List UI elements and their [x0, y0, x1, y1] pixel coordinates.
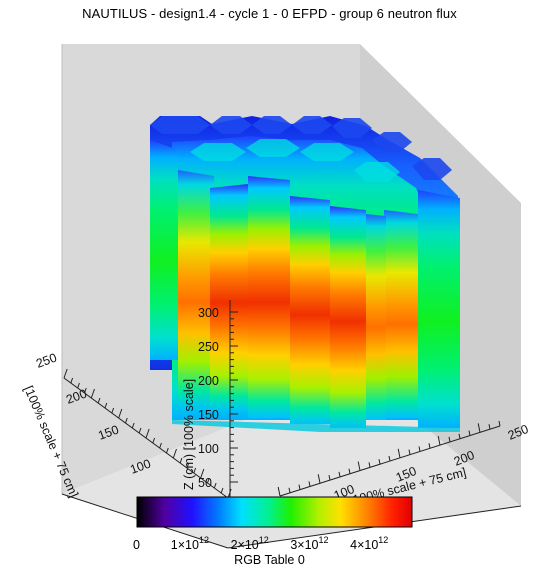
x-tick-mark — [288, 487, 291, 493]
x-tick-mark — [488, 424, 491, 430]
y-tick-mark — [97, 397, 101, 404]
y-tick-label: 250 — [34, 351, 58, 371]
y-tick-mark — [138, 427, 142, 434]
y-tick-mark — [131, 422, 135, 429]
colorbar-tick-label: 2×1012 — [230, 535, 269, 552]
y-tick-mark — [200, 468, 205, 479]
colorbar-tick-label: 0 — [133, 538, 140, 552]
core-red-1 — [210, 184, 248, 412]
core-red-3 — [290, 196, 330, 424]
core-red-2 — [248, 176, 290, 418]
y-tick-mark — [90, 388, 95, 399]
y-tick-label: 100 — [128, 457, 152, 477]
y-tick-mark — [207, 477, 210, 484]
y-tick-mark — [145, 428, 150, 439]
y-tick-mark — [118, 408, 123, 419]
z-tick-label: 100 — [198, 442, 219, 456]
x-tick-mark — [468, 430, 471, 436]
hex-caps-inner — [190, 139, 400, 182]
x-tick-mark — [308, 481, 311, 487]
x-tick-mark — [357, 461, 361, 471]
z-tick-label: 150 — [198, 408, 219, 422]
z-tick-label: 200 — [198, 374, 219, 388]
y-tick-mark — [70, 377, 74, 384]
y-tick-mark — [77, 382, 80, 389]
y-tick-mark — [63, 368, 68, 379]
y-tick-mark — [179, 457, 183, 464]
x-tick-mark — [437, 435, 441, 446]
core-left-outer — [150, 140, 178, 360]
y-tick-mark — [213, 482, 217, 489]
colorbar — [136, 496, 413, 528]
core-orange-right — [384, 210, 418, 418]
core-orange-left — [178, 170, 214, 410]
z-axis-title: Z (cm) [100% scale] — [182, 379, 196, 490]
y-tick-mark — [104, 402, 108, 409]
core-orange-5 — [366, 214, 386, 420]
x-tick-mark — [317, 474, 321, 484]
z-tick-label: 300 — [198, 306, 219, 320]
y-tick-mark — [186, 462, 190, 469]
y-tick-mark — [125, 417, 128, 424]
core-volume — [150, 116, 460, 432]
colorbar-tick-label: 1×1012 — [170, 535, 209, 552]
y-tick-mark — [220, 487, 224, 494]
y-tick-mark — [152, 437, 156, 444]
x-tick-mark — [458, 433, 461, 439]
colorbar-tick-label: 4×1012 — [350, 535, 389, 552]
x-tick-mark — [378, 459, 381, 465]
x-tick-mark — [498, 420, 501, 427]
x-tick-mark — [448, 436, 451, 443]
core-bottom-shadow — [172, 420, 460, 432]
x-tick-mark — [418, 446, 421, 452]
chart-title: NAUTILUS - design1.4 - cycle 1 - 0 EFPD … — [82, 6, 457, 21]
x-tick-mark — [397, 448, 401, 458]
x-tick-mark — [408, 449, 411, 455]
y-tick-label: 150 — [96, 423, 120, 443]
x-tick-mark — [368, 462, 371, 468]
y-tick-mark — [84, 387, 87, 394]
x-tick-mark — [477, 423, 481, 433]
core-right-green — [418, 190, 460, 428]
x-tick-mark — [298, 484, 301, 490]
y-tick-mark — [166, 447, 169, 454]
x-tick-mark — [328, 474, 331, 481]
x-tick-mark — [428, 443, 431, 449]
colorbar-title: RGB Table 0 — [234, 553, 305, 567]
hex-caps — [150, 116, 452, 180]
colorbar-tick-label: 3×1012 — [290, 535, 329, 552]
x-tick-mark — [338, 471, 341, 478]
y-ticks: 250 200 150 100 — [34, 351, 232, 499]
z-tick-label: 250 — [198, 340, 219, 354]
y-tick-mark — [172, 448, 177, 459]
y-tick-mark — [111, 407, 115, 414]
y-tick-mark — [193, 467, 197, 474]
colorbar-gradient — [136, 496, 413, 528]
y-tick-mark — [159, 442, 162, 449]
x-tick-mark — [348, 468, 351, 474]
x-tick-mark — [388, 455, 391, 462]
core-red-4 — [330, 206, 366, 428]
x-tick-mark — [277, 486, 281, 497]
